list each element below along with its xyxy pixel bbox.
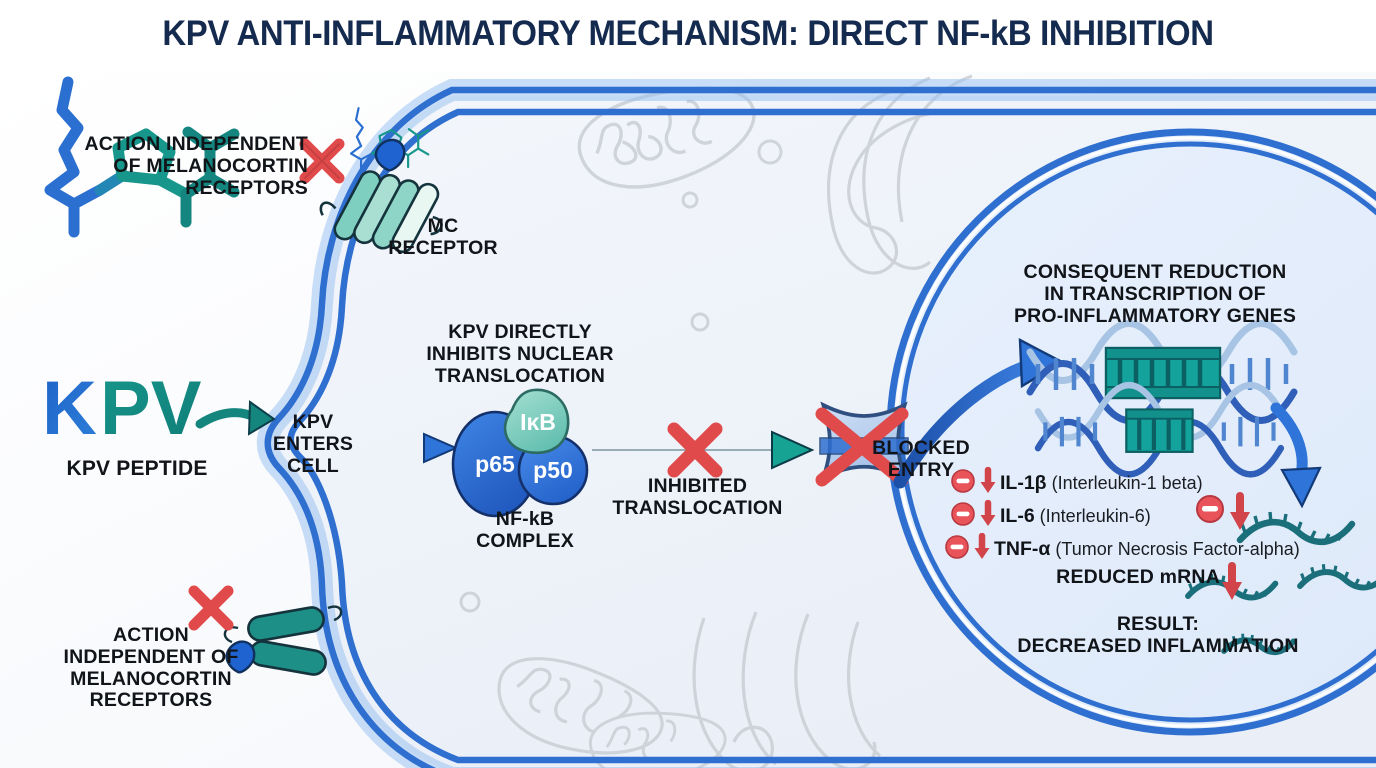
vesicle-icon: [690, 312, 710, 332]
kpv-to-cell-arrow: [195, 400, 276, 436]
label-action-independent-top: ACTION INDEPENDENT OF MELANOCORTIN RECEP…: [84, 133, 308, 199]
red-x-icon: [299, 138, 345, 184]
cytokine-fullname: (Interleukin-1 beta): [1051, 473, 1203, 493]
cytokine-row: TNF-α (Tumor Necrosis Factor-alpha): [944, 532, 1350, 566]
nuclear-envelope-inner: [899, 141, 1376, 723]
label-blocked-entry: BLOCKED ENTRY: [872, 437, 970, 481]
cytokine-fullname: (Tumor Necrosis Factor-alpha): [1055, 539, 1300, 559]
ikb-subunit: [503, 388, 570, 455]
minus-badge-icon: [1196, 495, 1224, 523]
red-down-arrow-icon: [1230, 492, 1250, 530]
red-down-arrow-icon: [978, 499, 1000, 533]
ligand-blob-icon: [374, 138, 406, 172]
label-mc-receptor: MC RECEPTOR: [388, 215, 498, 259]
inhibited-translocation-arrow: [592, 430, 815, 470]
mitochondrion-icon: [497, 657, 664, 755]
mrna-strand-icon: [1236, 511, 1356, 546]
diagram-canvas: K PV: [0, 72, 1376, 768]
organelles-layer: [459, 74, 1376, 768]
label-action-independent-bottom: ACTION INDEPENDENT OF MELANOCORTIN RECEP…: [63, 624, 239, 712]
kpv-logo: K PV: [42, 366, 202, 451]
minus-badge-icon: [944, 534, 972, 565]
vesicle-icon: [757, 139, 783, 165]
kpv-molecule-structure: [44, 76, 240, 238]
dna-to-mrna-arrow: [1270, 402, 1322, 509]
vesicle-icon: [459, 591, 481, 613]
nuclear-pore-icon: [815, 401, 909, 487]
label-kpv-directly-inhibits: KPV DIRECTLY INHIBITS NUCLEAR TRANSLOCAT…: [426, 321, 614, 387]
minus-badge-icon: [950, 468, 978, 499]
dna-helix-icon: [1026, 320, 1298, 424]
cytokine-name: IL-1β: [1000, 472, 1047, 494]
cytokine-name: IL-6: [1000, 505, 1035, 527]
red-x-icon: [667, 422, 723, 478]
red-down-arrow-icon: [978, 466, 1000, 500]
cytokine-row: IL-6 (Interleukin-6): [950, 499, 1350, 533]
cytokine-fullname: (Interleukin-6): [1039, 506, 1151, 526]
ligand-blob-icon: [225, 640, 256, 674]
label-kpv-peptide: KPV PEPTIDE: [66, 457, 208, 480]
minus-badge-icon: [950, 501, 978, 532]
label-result: RESULT: DECREASED INFLAMMATION: [1017, 613, 1299, 657]
kpv-logo-k: K: [42, 366, 97, 451]
kpv-logo-pv: PV: [100, 366, 202, 451]
red-down-arrow-icon: [972, 532, 994, 566]
label-kpv-enters-cell: KPV ENTERS CELL: [272, 411, 354, 477]
cytokine-list: IL-1β (Interleukin-1 beta) IL-6 (Interle…: [945, 466, 1350, 566]
page-title: KPV ANTI-INFLAMMATORY MECHANISM: DIRECT …: [162, 14, 1214, 53]
label-reduced-mrna: REDUCED mRNA: [1056, 566, 1220, 588]
red-down-arrow-icon: [1222, 562, 1242, 600]
p65-label: p65: [475, 451, 515, 477]
label-consequent-reduction: CONSEQUENT REDUCTION IN TRANSCRIPTION OF…: [1013, 261, 1297, 327]
mc-receptor-top: [319, 170, 443, 254]
label-nfkb-complex: NF-kB COMPLEX: [476, 508, 574, 552]
vesicle-icon: [681, 191, 699, 209]
mc-receptor-bottom: [223, 605, 343, 676]
mitochondrion-icon: [589, 711, 727, 768]
ikb-label: IκB: [520, 409, 556, 435]
cytokine-row: IL-1β (Interleukin-1 beta): [950, 466, 1350, 500]
nfkb-complex: p65 p50 IκB: [451, 388, 589, 518]
dna-helix-icon: [1034, 382, 1285, 478]
label-inhibited-translocation: INHIBITED TRANSLOCATION: [612, 475, 783, 519]
mitochondrion-icon: [577, 86, 756, 189]
p50-label: p50: [533, 457, 573, 483]
mrna-strand-icon: [1221, 633, 1297, 656]
red-x-icon: [188, 585, 234, 631]
diagram-svg: K PV: [0, 72, 1376, 768]
cytokine-name: TNF-α: [994, 538, 1051, 560]
enters-cell-arrow: [372, 432, 459, 464]
